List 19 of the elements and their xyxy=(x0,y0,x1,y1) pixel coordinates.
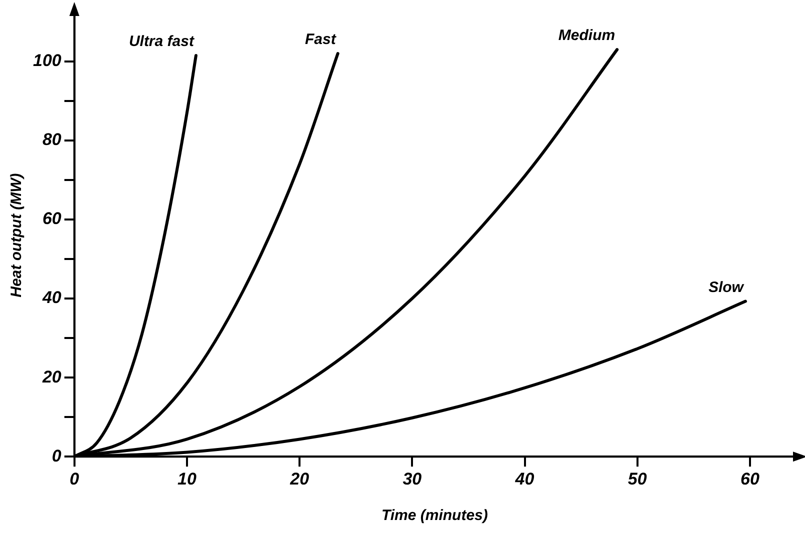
y-tick-label: 100 xyxy=(32,51,62,70)
y-tick-label: 0 xyxy=(52,446,62,466)
y-tick-label: 20 xyxy=(41,367,62,386)
x-tick-label: 10 xyxy=(178,469,197,488)
x-tick-label: 50 xyxy=(628,469,648,488)
series-label: Slow xyxy=(708,278,745,296)
series-label: Fast xyxy=(305,31,337,48)
x-axis-title: Time (minutes) xyxy=(381,507,488,524)
x-tick-label: 0 xyxy=(70,469,80,488)
series-label: Medium xyxy=(558,27,616,44)
y-tick-label: 60 xyxy=(42,209,62,228)
x-tick-label: 30 xyxy=(402,469,422,488)
y-tick-label: 80 xyxy=(42,130,62,150)
series-label: Ultra fast xyxy=(128,33,195,50)
x-tick-label: 60 xyxy=(740,469,760,488)
y-axis-title: Heat output (MW) xyxy=(8,173,26,298)
x-tick-label: 40 xyxy=(514,469,535,488)
y-tick-label: 40 xyxy=(41,288,62,308)
x-tick-label: 20 xyxy=(289,469,310,488)
